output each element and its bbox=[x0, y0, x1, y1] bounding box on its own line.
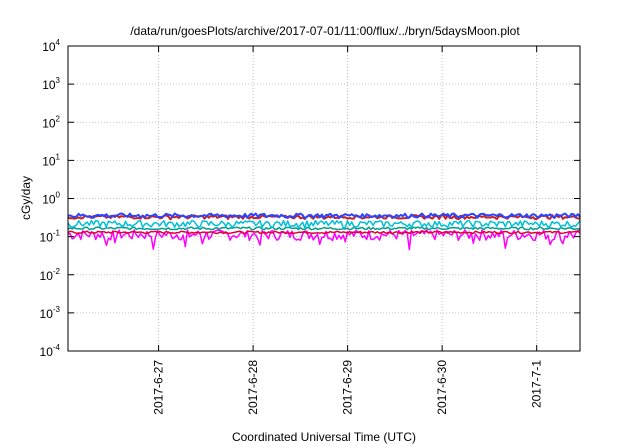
x-tick-label: 2017-7-1 bbox=[530, 360, 544, 408]
series-line bbox=[67, 219, 581, 229]
y-tick-label: 102 bbox=[42, 114, 60, 130]
chart-title: /data/run/goesPlots/archive/2017-07-01/1… bbox=[130, 24, 520, 38]
y-axis: 10-4 10-3 10-2 10-1 100 101 102 103 104 bbox=[40, 38, 580, 359]
grid bbox=[68, 46, 580, 351]
x-tick-label: 2017-6-28 bbox=[246, 360, 260, 415]
y-tick-label: 10-4 bbox=[40, 343, 61, 359]
x-axis: 2017-6-27 2017-6-28 2017-6-29 2017-6-30 2017… bbox=[152, 46, 544, 415]
y-tick-label: 104 bbox=[42, 38, 60, 54]
y-tick-label: 10-1 bbox=[40, 229, 61, 245]
y-axis-label: cGy/day bbox=[19, 176, 33, 220]
series-line bbox=[67, 214, 580, 221]
x-tick-label: 2017-6-27 bbox=[152, 360, 166, 415]
series-line bbox=[67, 212, 581, 220]
x-tick-label: 2017-6-30 bbox=[435, 360, 449, 415]
y-tick-label: 103 bbox=[42, 76, 60, 92]
y-tick-label: 100 bbox=[42, 191, 60, 207]
y-tick-label: 10-2 bbox=[40, 267, 61, 283]
x-axis-label: Coordinated Universal Time (UTC) bbox=[232, 430, 416, 444]
y-tick-label: 10-3 bbox=[40, 305, 61, 321]
series-layer bbox=[67, 212, 581, 251]
series-line bbox=[67, 230, 581, 235]
series-line bbox=[67, 229, 581, 251]
y-tick-label: 101 bbox=[42, 152, 60, 168]
x-tick-label: 2017-6-29 bbox=[341, 360, 355, 415]
series-line bbox=[67, 226, 581, 231]
